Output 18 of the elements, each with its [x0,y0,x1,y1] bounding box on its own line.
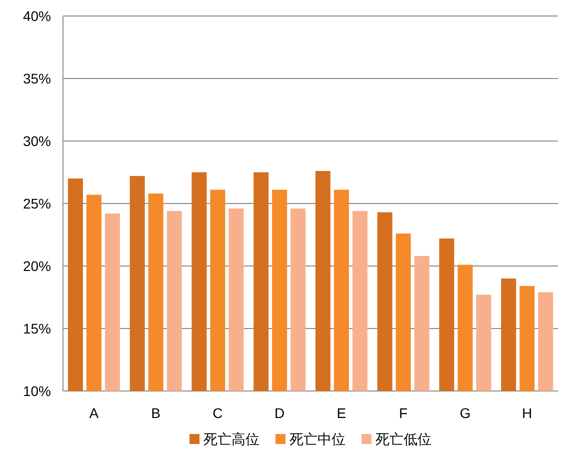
legend-label: 死亡中位 [290,431,346,447]
y-tick-label: 20% [22,258,51,274]
y-tick-label: 25% [22,196,51,212]
x-tick-label: C [212,405,223,421]
x-tick-label: E [336,405,346,421]
x-tick-label: H [522,405,532,421]
y-tick-label: 35% [22,70,51,86]
x-tick-label: D [274,405,285,421]
y-tick-label: 30% [22,133,51,149]
legend-label: 死亡高位 [204,431,260,447]
y-tick-label: 40% [22,8,51,24]
y-tick-label: 15% [22,320,51,336]
y-tick-label: 10% [22,383,51,399]
x-tick-label: B [151,405,160,421]
x-tick-label: A [89,405,100,421]
x-tick-label: F [399,405,408,421]
legend-label: 死亡低位 [376,431,432,447]
x-tick-label: G [460,405,471,421]
